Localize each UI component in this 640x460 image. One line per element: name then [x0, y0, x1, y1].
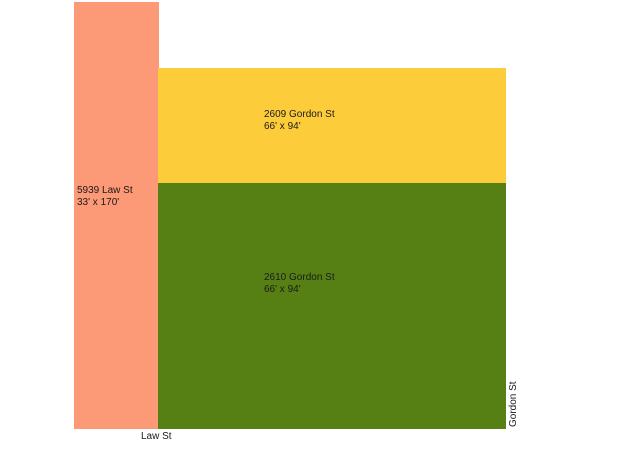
street-label-gordon-st: Gordon St — [508, 381, 519, 427]
parcel-label: 5939 Law St 33' x 170' — [77, 185, 133, 209]
parcel-2610-gordon-st[interactable]: 2610 Gordon St 66' x 94' — [158, 183, 506, 429]
parcel-dimensions: 66' x 94' — [264, 121, 301, 132]
parcel-address: 2610 Gordon St — [264, 272, 335, 283]
parcel-dimensions: 33' x 170' — [77, 197, 120, 208]
parcel-address: 2609 Gordon St — [264, 109, 335, 120]
parcel-5939-law-st[interactable]: 5939 Law St 33' x 170' — [74, 2, 159, 429]
parcel-2609-gordon-st[interactable]: 2609 Gordon St 66' x 94' — [158, 68, 506, 184]
parcel-label: 2609 Gordon St 66' x 94' — [264, 109, 335, 133]
parcel-dimensions: 66' x 94' — [264, 284, 301, 295]
parcel-address: 5939 Law St — [77, 185, 133, 196]
parcel-label: 2610 Gordon St 66' x 94' — [264, 272, 335, 296]
street-label-law-st: Law St — [141, 431, 172, 442]
